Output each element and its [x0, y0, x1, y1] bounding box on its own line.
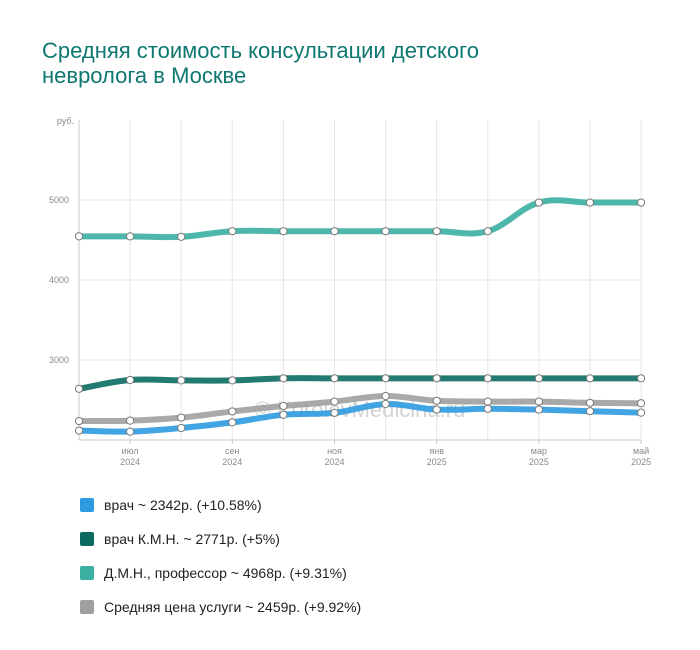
- data-point: [534, 397, 544, 406]
- data-point: [279, 227, 288, 236]
- chart-title: Средняя стоимость консультации детского …: [42, 38, 562, 88]
- series-line-врач-к-м-н-: [76, 375, 645, 392]
- x-tick-label-month: ноя: [327, 446, 342, 456]
- data-point: [126, 416, 135, 425]
- data-point: [177, 413, 186, 422]
- chart-title-line-2: невролога в Москве: [42, 63, 247, 88]
- data-point: [177, 423, 186, 433]
- legend-label: врач ~ 2342р. (+10.58%): [104, 497, 262, 513]
- x-tick-label-year: 2024: [222, 457, 242, 467]
- chart-legend: врач ~ 2342р. (+10.58%) врач К.М.Н. ~ 277…: [80, 488, 361, 624]
- data-point: [228, 227, 237, 236]
- data-point: [534, 374, 544, 383]
- data-point: [483, 374, 492, 383]
- x-tick-label-year: 2024: [324, 457, 344, 467]
- data-point: [330, 397, 339, 406]
- legend-label: врач К.М.Н. ~ 2771р. (+5%): [104, 531, 280, 547]
- data-point: [279, 374, 288, 383]
- data-point: [381, 374, 390, 383]
- data-point: [483, 227, 492, 236]
- data-point: [432, 405, 441, 414]
- legend-item[interactable]: Средняя цена услуги ~ 2459р. (+9.92%): [80, 590, 361, 624]
- data-point: [177, 376, 186, 385]
- data-point: [126, 427, 135, 436]
- data-point: [126, 232, 135, 241]
- x-tick-label-year: 2025: [529, 457, 549, 467]
- data-point: [228, 407, 237, 416]
- data-point: [637, 374, 646, 383]
- data-point: [637, 399, 646, 408]
- legend-item[interactable]: врач К.М.Н. ~ 2771р. (+5%): [80, 522, 361, 556]
- data-point: [585, 374, 595, 383]
- data-point: [585, 198, 595, 207]
- data-point: [74, 426, 84, 435]
- data-point: [637, 408, 646, 417]
- legend-label: Д.М.Н., профессор ~ 4968р. (+9.31%): [104, 565, 347, 581]
- data-point: [432, 227, 441, 236]
- data-point: [534, 198, 544, 207]
- x-tick-label-month: янв: [429, 446, 444, 456]
- y-tick-label: 5000: [49, 195, 69, 205]
- data-point: [330, 374, 339, 383]
- legend-swatch: [80, 566, 94, 580]
- data-point: [381, 399, 390, 409]
- data-point: [74, 232, 84, 241]
- x-tick-label-year: 2025: [427, 457, 447, 467]
- y-tick-label: 3000: [49, 355, 69, 365]
- data-point: [381, 391, 390, 401]
- data-point: [228, 418, 237, 427]
- data-point: [585, 407, 595, 416]
- legend-swatch: [80, 532, 94, 546]
- data-point: [279, 410, 288, 419]
- x-tick-label-year: 2025: [631, 457, 651, 467]
- data-point: [637, 198, 646, 207]
- data-point: [585, 398, 595, 407]
- legend-swatch: [80, 498, 94, 512]
- x-tick-label-month: май: [633, 446, 649, 456]
- series-line-средняя-цена-услуги: [76, 392, 645, 425]
- data-point: [74, 384, 84, 393]
- data-point: [330, 227, 339, 236]
- legend-swatch: [80, 600, 94, 614]
- series-line-д-м-н-профессор: [76, 197, 645, 241]
- data-point: [279, 401, 288, 411]
- data-point: [432, 374, 441, 383]
- y-axis-unit-label: руб.: [57, 116, 74, 126]
- data-point: [74, 416, 84, 426]
- data-point: [534, 405, 544, 414]
- x-tick-label-month: сен: [225, 446, 240, 456]
- x-tick-label-month: июл: [122, 446, 139, 456]
- data-point: [483, 397, 492, 406]
- data-point: [228, 376, 237, 385]
- data-point: [126, 375, 135, 385]
- data-point: [432, 396, 441, 405]
- legend-item[interactable]: Д.М.Н., профессор ~ 4968р. (+9.31%): [80, 556, 361, 590]
- data-point: [177, 232, 186, 241]
- chart-title-line-1: Средняя стоимость консультации детского: [42, 38, 479, 63]
- y-tick-label: 4000: [49, 275, 69, 285]
- series-line-врач: [76, 400, 645, 435]
- data-point: [330, 408, 339, 417]
- legend-label: Средняя цена услуги ~ 2459р. (+9.92%): [104, 599, 362, 615]
- x-tick-label-year: 2024: [120, 457, 140, 467]
- legend-item[interactable]: врач ~ 2342р. (+10.58%): [80, 488, 361, 522]
- data-point: [483, 404, 492, 413]
- data-point: [381, 227, 390, 236]
- x-tick-label-month: мар: [531, 446, 547, 456]
